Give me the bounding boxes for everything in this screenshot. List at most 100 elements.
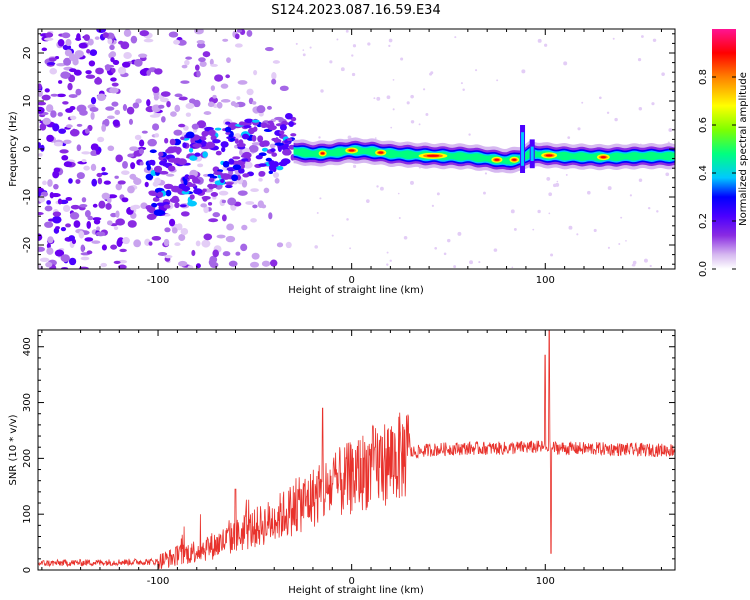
spectrogram-ylabel: Frequency (Hz) — [8, 111, 19, 187]
speckle-blob — [57, 38, 65, 47]
speckle-blob — [266, 105, 272, 110]
speckle-dot — [409, 180, 414, 185]
speckle-dot — [345, 29, 349, 33]
speckle-blob — [95, 76, 101, 85]
speckle-dot — [400, 57, 404, 61]
speckle-blob — [215, 150, 222, 156]
snr-frame — [37, 329, 676, 571]
speckle-blob — [147, 138, 157, 147]
speckle-blob — [107, 145, 115, 151]
speckle-blob — [40, 144, 45, 152]
speckle-blob — [106, 220, 113, 226]
speckle-blob — [80, 256, 90, 261]
speckle-blob — [268, 170, 274, 175]
speckle-dot — [537, 209, 541, 214]
speckle-blob — [62, 101, 69, 105]
speckle-blob — [208, 258, 217, 267]
speckle-blob — [75, 179, 81, 184]
speckle-blob — [139, 161, 144, 166]
speckle-blob — [170, 185, 180, 191]
speckle-blob — [148, 159, 156, 166]
speckle-blob — [65, 197, 73, 201]
speckle-blob — [236, 142, 246, 148]
speckle-dot — [612, 37, 615, 40]
speckle-blob — [178, 183, 186, 189]
speckle-blob — [185, 102, 195, 110]
speckle-blob — [65, 124, 73, 128]
speckle-dot — [651, 102, 655, 106]
speckle-blob — [122, 237, 130, 245]
speckle-dot — [331, 234, 334, 237]
speckle-blob — [154, 68, 163, 75]
speckle-blob — [207, 201, 213, 206]
speckle-blob — [100, 262, 108, 268]
speckle-dot — [418, 123, 421, 126]
speckle-dot — [379, 186, 384, 191]
speckle-blob — [76, 172, 85, 180]
speckle-blob — [90, 112, 95, 120]
speckle-blob — [96, 29, 107, 33]
speckle-blob — [130, 205, 136, 211]
speckle-blob — [208, 129, 216, 137]
colorbar-tick-label: 0.6 — [698, 117, 709, 133]
speckle-blob — [134, 134, 142, 141]
speckle-blob — [212, 94, 217, 99]
speckle-blob — [146, 99, 151, 107]
speckle-dot — [388, 44, 391, 48]
speckle-blob — [38, 263, 42, 269]
speckle-blob — [52, 123, 60, 132]
speckle-blob — [106, 115, 115, 120]
speckle-blob — [114, 109, 121, 115]
speckle-blob — [187, 174, 196, 180]
speckle-blob — [159, 210, 166, 215]
speckle-blob — [57, 198, 63, 205]
speckle-blob — [236, 29, 243, 33]
speckle-dot — [460, 82, 463, 85]
speckle-blob — [53, 167, 61, 173]
speckle-blob — [221, 146, 226, 153]
speckle-blob — [87, 38, 94, 46]
speckle-dot — [478, 261, 481, 264]
speckle-dot — [388, 38, 393, 43]
speckle-blob — [193, 188, 203, 195]
speckle-blob — [247, 128, 256, 133]
speckle-blob — [218, 190, 229, 196]
speckle-blob — [268, 212, 273, 220]
speckle-blob — [191, 249, 196, 257]
speckle-blob — [63, 57, 72, 66]
speckle-blob — [261, 204, 267, 209]
speckle-blob — [127, 153, 135, 158]
speckle-dot — [425, 112, 429, 116]
speckle-dot — [302, 49, 305, 51]
speckle-blob — [222, 38, 229, 42]
speckle-blob — [232, 156, 241, 160]
speckle-dot — [629, 194, 632, 197]
speckle-blob — [234, 137, 239, 144]
speckle-dot — [556, 180, 559, 183]
speckle-dot — [548, 192, 553, 197]
speckle-blob — [47, 236, 54, 244]
speckle-blob — [107, 194, 118, 199]
speckle-dot — [346, 218, 349, 221]
speckle-blob — [88, 60, 96, 67]
speckle-blob — [285, 112, 293, 120]
speckle-blob — [225, 121, 231, 125]
speckle-dot — [567, 136, 571, 140]
speckle-blob — [277, 145, 282, 152]
figure-title: S124.2023.087.16.59.E34 — [271, 3, 440, 18]
speckle-blob — [154, 133, 160, 138]
speckle-blob — [224, 184, 233, 189]
speckle-blob — [68, 94, 78, 99]
speckle-blob — [194, 152, 201, 157]
speckle-blob — [271, 152, 278, 157]
speckle-dot — [598, 96, 602, 100]
speckle-blob — [195, 240, 201, 247]
speckle-blob — [96, 172, 103, 178]
speckle-blob — [199, 61, 207, 67]
speckle-blob — [110, 77, 117, 82]
speckle-blob — [153, 94, 159, 101]
speckle-blob — [163, 238, 170, 247]
snr-xlabel: Height of straight line (km) — [288, 585, 424, 596]
speckle-dot — [318, 136, 321, 139]
colorbar-tick-label: 0.4 — [698, 165, 709, 181]
